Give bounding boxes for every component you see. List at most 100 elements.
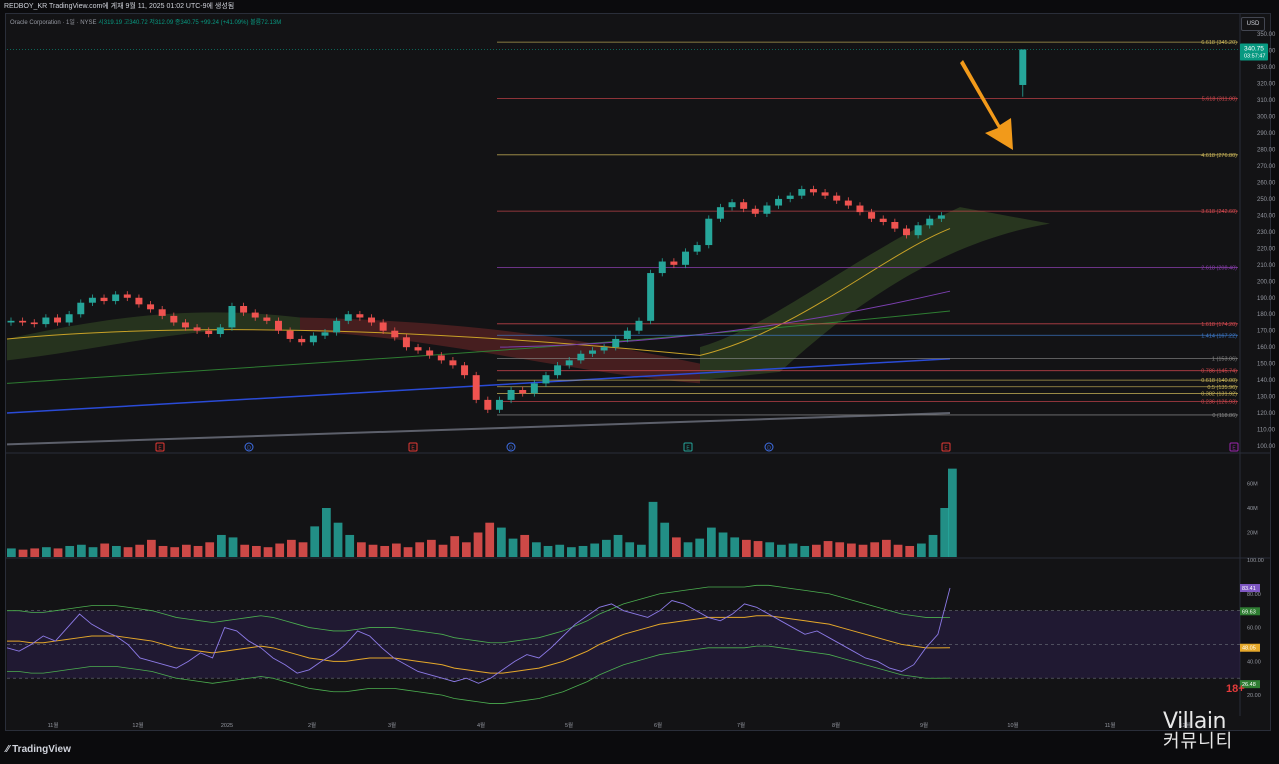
candle <box>751 208 759 214</box>
event-marker-label: E <box>158 446 162 452</box>
fib-level-label: 0.382 (131.92) <box>1201 391 1237 397</box>
candle <box>344 314 352 321</box>
volume-bar <box>578 545 588 557</box>
candle <box>588 350 596 354</box>
x-axis-label: 5월 <box>565 721 573 729</box>
volume-bar <box>812 544 821 557</box>
volume-bar <box>438 544 448 557</box>
candle <box>507 390 515 400</box>
volume-bar <box>392 543 401 557</box>
volume-bar <box>742 539 751 557</box>
candle <box>530 383 538 394</box>
fib-level-label: 1.414 (167.22) <box>1201 333 1237 339</box>
volume-bar <box>847 543 856 557</box>
candle <box>647 273 655 321</box>
dividend-marker <box>764 442 774 452</box>
candle <box>670 261 678 265</box>
candle <box>1019 49 1027 85</box>
volume-bar <box>788 543 798 557</box>
price-tick-label: 270.00 <box>1257 164 1276 170</box>
candle <box>623 330 631 339</box>
volume-bar <box>648 501 658 557</box>
candle <box>658 261 666 274</box>
candle <box>158 309 166 316</box>
volume-bar <box>520 534 530 557</box>
price-tick-label: 350.00 <box>1257 32 1276 38</box>
x-axis-label: 6월 <box>654 721 662 729</box>
ma-50-line <box>6 228 951 356</box>
volume-bar <box>7 548 16 557</box>
candle <box>844 200 852 206</box>
volume-bar <box>193 545 203 557</box>
volume-bar <box>170 547 180 557</box>
candle <box>728 202 736 208</box>
tradingview-logo[interactable]: ⁄⁄ TradingView <box>6 744 71 755</box>
volume-bar <box>158 545 168 557</box>
volume-bar <box>497 527 506 557</box>
price-tick-label: 280.00 <box>1257 148 1276 154</box>
rsi-ma-line <box>7 615 951 674</box>
volume-bar <box>707 527 716 557</box>
candle <box>309 335 317 343</box>
volume-bar <box>870 542 880 557</box>
candle <box>914 225 922 236</box>
volume-bar <box>450 536 460 557</box>
volume-bar <box>77 544 86 557</box>
volume-bar <box>228 537 238 557</box>
volume-bar <box>147 539 156 557</box>
candle <box>937 215 945 219</box>
candle <box>123 294 131 298</box>
price-tick-label: 240.00 <box>1257 213 1276 219</box>
price-tick-label: 110.00 <box>1257 428 1276 434</box>
watermark-line2: 커뮤니티 <box>1163 731 1234 752</box>
fib-level-label: 6.618 (345.20) <box>1201 40 1237 46</box>
volume-bar <box>485 522 495 557</box>
volume-bar <box>683 542 693 557</box>
x-axis-label: 12월 <box>132 721 143 729</box>
age-badge: 18+ <box>1226 683 1245 695</box>
volume-bar <box>100 543 110 557</box>
price-tick-label: 140.00 <box>1257 378 1276 384</box>
volume-bar <box>590 543 600 557</box>
volume-bar <box>625 542 635 557</box>
candle <box>856 205 864 213</box>
rsi-value-label: 69.63 <box>1242 609 1256 615</box>
rsi-tick-label: 100.00 <box>1247 558 1264 564</box>
x-axis-label: 2025 <box>221 723 233 729</box>
event-marker-label: E <box>944 446 948 452</box>
volume-bar <box>205 542 215 557</box>
candle <box>693 245 701 252</box>
candle <box>775 198 783 206</box>
candle <box>251 312 259 318</box>
rsi-bb-lower <box>7 645 951 704</box>
candle <box>565 360 573 366</box>
watermark: Villain 커뮤니티 <box>1163 711 1234 752</box>
x-axis-label: 7월 <box>737 721 745 729</box>
volume-bar <box>345 534 355 557</box>
volume-bar <box>263 547 273 557</box>
ma-long-line <box>6 412 951 446</box>
cloud-green <box>7 312 300 361</box>
earnings-marker <box>408 442 418 452</box>
publish-info: REDBOY_KR TradingView.com에 게재 9월 11, 202… <box>4 3 235 10</box>
volume-bar <box>940 508 950 557</box>
currency-button[interactable]: USD <box>1241 17 1265 31</box>
price-tick-label: 200.00 <box>1257 279 1276 285</box>
annotation-arrow <box>960 60 1013 150</box>
volume-bar <box>660 522 670 557</box>
candle <box>147 304 155 310</box>
volume-bar <box>88 547 98 557</box>
fib-level-label: 0.618 (140.00) <box>1201 378 1237 384</box>
volume-bar <box>765 542 775 557</box>
earnings-marker <box>1229 442 1239 452</box>
candle <box>181 322 189 328</box>
candle <box>902 228 910 236</box>
fib-level-label: 2.618 (208.40) <box>1201 265 1237 271</box>
volume-bar <box>800 545 810 557</box>
volume-bar <box>672 537 681 557</box>
volume-bar <box>835 542 845 557</box>
volume-bar <box>42 547 51 557</box>
candle <box>368 317 376 323</box>
candle <box>193 327 201 331</box>
